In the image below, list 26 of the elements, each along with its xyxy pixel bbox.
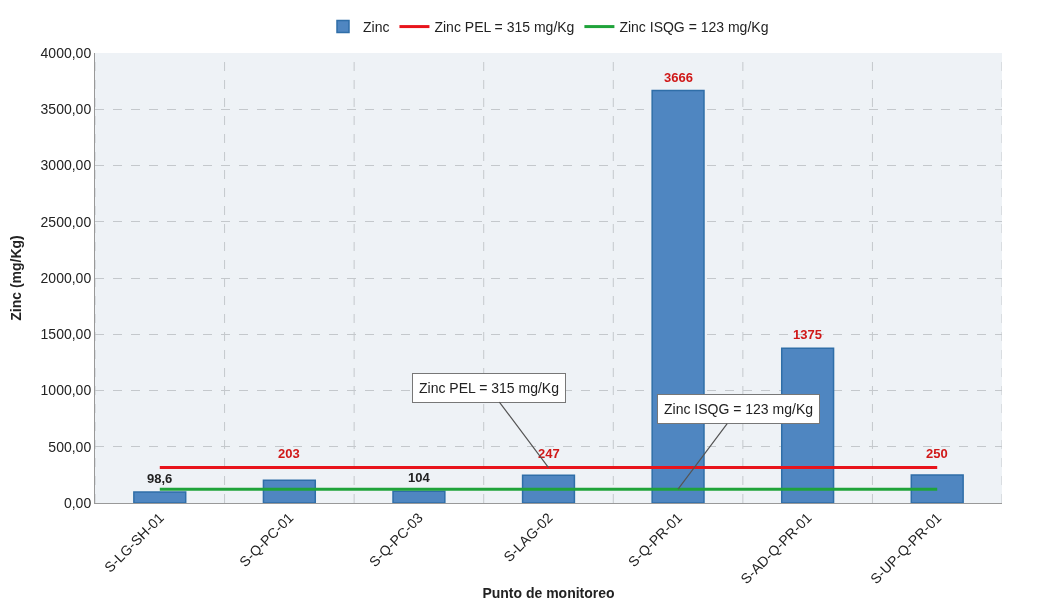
- y-tick-label: 3000,00: [40, 157, 92, 174]
- data-label: 247: [538, 446, 560, 461]
- legend-label: Zinc PEL = 315 mg/Kg: [434, 19, 575, 36]
- legend-label: Zinc ISQG = 123 mg/Kg: [619, 19, 769, 36]
- legend-label: Zinc: [363, 19, 390, 36]
- y-tick-label: 1500,00: [40, 326, 92, 343]
- data-label: 98,6: [147, 471, 173, 486]
- y-tick-label: 4000,00: [40, 44, 92, 61]
- y-tick-label: 2500,00: [40, 213, 92, 230]
- data-label: 3666: [664, 70, 693, 85]
- y-tick-label: 3500,00: [40, 101, 92, 118]
- y-tick-label: 500,00: [48, 438, 92, 455]
- data-label: 203: [278, 446, 300, 461]
- annotation: Zinc ISQG = 123 mg/Kg: [664, 401, 814, 417]
- x-axis-title: Punto de monitoreo: [482, 585, 615, 602]
- data-label: 1375: [793, 327, 822, 342]
- annotation: Zinc PEL = 315 mg/Kg: [419, 380, 559, 396]
- y-tick-label: 1000,00: [40, 382, 92, 399]
- y-tick-label: 0,00: [63, 494, 92, 511]
- data-label: 104: [408, 470, 431, 485]
- y-tick-label: 2000,00: [40, 269, 92, 286]
- bar: [392, 490, 446, 503]
- bar: [910, 474, 964, 503]
- data-label: 250: [926, 446, 948, 461]
- y-axis-title: Zinc (mg/Kg): [8, 235, 25, 321]
- bar: [133, 491, 187, 503]
